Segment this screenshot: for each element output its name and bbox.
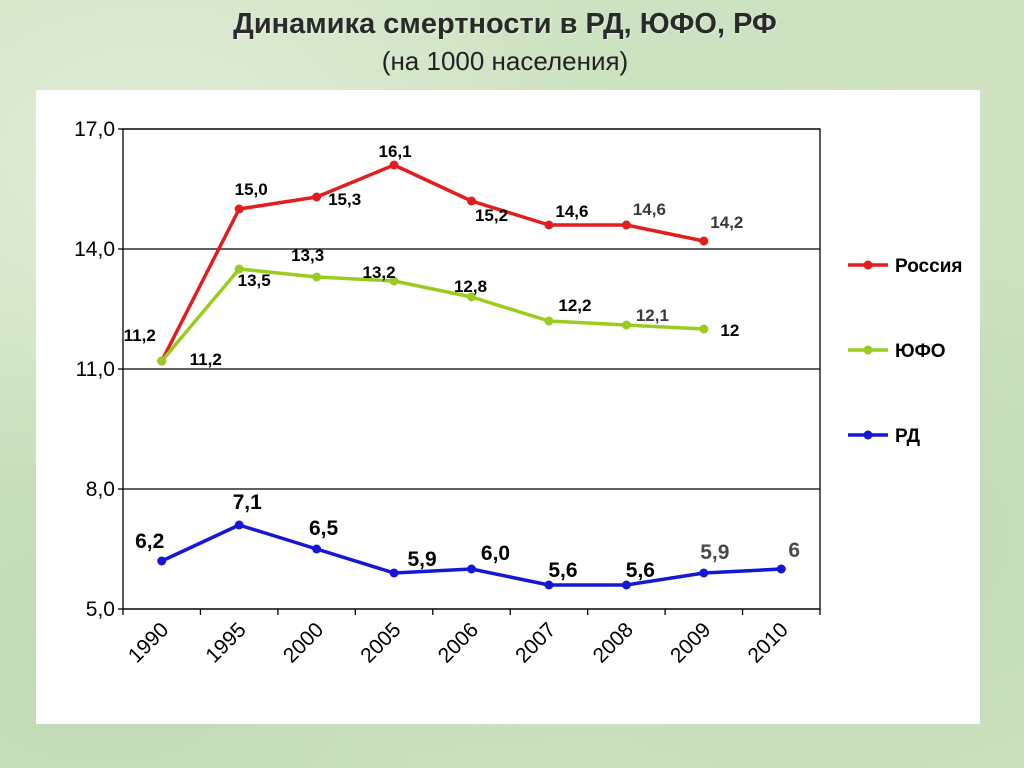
data-point	[389, 568, 399, 578]
series-line	[160, 163, 705, 362]
x-tick-label: 2006	[434, 618, 483, 667]
data-label: 5,9	[407, 548, 436, 571]
y-tick-label: 11,0	[76, 358, 115, 381]
y-tick-label: 14,0	[74, 238, 115, 261]
data-point	[544, 316, 554, 326]
data-point	[312, 544, 322, 554]
x-tick-label: 1990	[124, 618, 173, 667]
data-label: 13,5	[238, 271, 271, 290]
data-label: 6,2	[135, 530, 164, 553]
data-label: 12,2	[558, 296, 591, 315]
chart-title: Динамика смертности в РД, ЮФО, РФ	[233, 8, 777, 40]
data-point	[467, 292, 476, 302]
data-point	[234, 520, 244, 530]
data-point	[621, 580, 631, 590]
data-label: 15,3	[328, 190, 361, 209]
legend-marker	[863, 345, 873, 355]
data-label: 14,2	[710, 213, 743, 232]
x-tick-label: 2000	[279, 618, 328, 667]
data-label: 6,5	[309, 517, 339, 540]
data-point	[312, 192, 322, 202]
data-label: 12,1	[636, 306, 669, 325]
data-label: 14,6	[633, 200, 666, 219]
x-tick-label: 2008	[589, 618, 638, 667]
chart-panel	[36, 90, 980, 724]
x-tick-label: 2005	[356, 618, 405, 667]
x-tick-label: 2010	[744, 618, 793, 667]
data-point	[699, 568, 709, 578]
legend-label: Россия	[895, 256, 962, 277]
plot-frame	[122, 128, 821, 610]
data-label: 5,6	[626, 559, 655, 582]
data-point	[621, 320, 631, 330]
x-tick-label: 2007	[511, 618, 560, 667]
chart-subtitle: (на 1000 населения)	[381, 46, 629, 76]
legend-label: ЮФО	[895, 341, 946, 362]
y-tick-label: 8,0	[86, 478, 115, 501]
data-point	[157, 556, 167, 566]
data-point	[234, 204, 244, 214]
data-point	[312, 272, 322, 282]
data-label: 11,2	[124, 326, 156, 345]
data-point	[621, 220, 631, 230]
data-point	[776, 564, 786, 574]
legend-marker	[863, 260, 873, 270]
legend-marker	[863, 430, 873, 440]
data-point	[544, 220, 554, 230]
data-point	[234, 264, 244, 274]
data-point	[157, 356, 167, 366]
series-line	[160, 523, 782, 587]
data-point	[389, 276, 399, 286]
series-line	[160, 267, 704, 363]
y-tick-label: 17,0	[74, 118, 115, 141]
data-label: 6	[788, 539, 800, 562]
x-tick-label: 1995	[201, 618, 250, 667]
legend-label: РД	[895, 426, 920, 447]
data-label: 12,8	[454, 277, 487, 296]
data-point	[699, 236, 709, 246]
x-tick-label: 2009	[666, 618, 715, 667]
data-point	[544, 580, 554, 590]
data-label: 5,9	[700, 541, 729, 564]
data-point	[467, 196, 476, 206]
data-label: 11,2	[190, 350, 222, 369]
data-label: 15,2	[475, 206, 508, 225]
data-point	[467, 564, 476, 574]
data-label: 7,1	[233, 491, 263, 514]
y-tick-label: 5,0	[86, 598, 115, 621]
data-label: 15,0	[235, 180, 268, 199]
data-label: 13,3	[291, 246, 324, 265]
data-label: 13,2	[363, 263, 396, 282]
data-label: 6,0	[481, 542, 510, 565]
data-label: 16,1	[379, 142, 412, 161]
data-point	[389, 160, 399, 170]
data-label: 14,6	[555, 202, 588, 221]
data-point	[699, 324, 709, 334]
data-label: 5,6	[548, 559, 577, 582]
data-label: 12	[720, 321, 739, 340]
